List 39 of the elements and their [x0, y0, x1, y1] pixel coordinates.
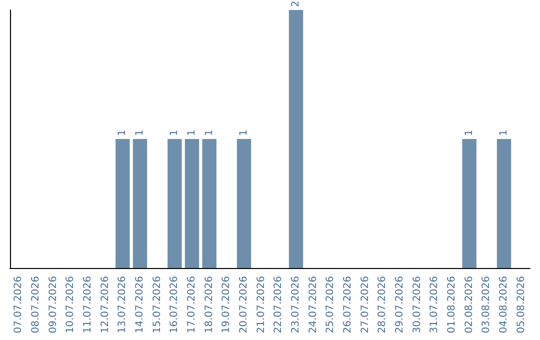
- x-tick-label: 11.07.2026: [82, 276, 94, 334]
- x-tick-label: 21.07.2026: [256, 276, 267, 334]
- x-tick-label: 03.08.2026: [481, 276, 492, 334]
- data-label: 1: [169, 130, 180, 136]
- x-tick-label: 31.07.2026: [429, 276, 440, 334]
- x-tick-label: 12.07.2026: [100, 276, 111, 334]
- x-tick-label: 30.07.2026: [412, 276, 423, 334]
- x-tick-label: 16.07.2026: [169, 276, 180, 334]
- x-tick-label: 04.08.2026: [498, 276, 510, 334]
- x-tick-label: 02.08.2026: [464, 276, 475, 334]
- x-tick-label: 18.07.2026: [204, 276, 215, 334]
- data-label: 1: [498, 130, 510, 136]
- data-label: 1: [204, 130, 215, 136]
- x-tick-label: 29.07.2026: [394, 276, 406, 334]
- x-tick-label: 13.07.2026: [117, 276, 128, 334]
- x-tick-label: 27.07.2026: [360, 276, 371, 334]
- data-label: 1: [238, 130, 250, 136]
- x-tick-label: 19.07.2026: [221, 276, 232, 334]
- data-label: 1: [464, 130, 475, 136]
- x-tick-label: 20.07.2026: [238, 276, 250, 334]
- x-tick-label: 10.07.2026: [65, 276, 76, 334]
- x-tick-label: 25.07.2026: [325, 276, 336, 334]
- x-tick-label: 08.07.2026: [30, 276, 42, 334]
- x-tick-label: 09.07.2026: [48, 276, 59, 334]
- x-tick-label: 14.07.2026: [134, 276, 146, 334]
- x-tick-label: 23.07.2026: [290, 276, 302, 334]
- data-label: 1: [134, 130, 146, 136]
- data-label: 1: [117, 130, 128, 136]
- data-label: 2: [290, 0, 302, 7]
- data-label: 1: [186, 130, 198, 136]
- x-tick-label: 28.07.2026: [377, 276, 388, 334]
- x-tick-label: 22.07.2026: [273, 276, 284, 334]
- x-tick-label: 07.07.2026: [13, 276, 24, 334]
- x-tick-label: 17.07.2026: [186, 276, 198, 334]
- x-tick-label: 24.07.2026: [308, 276, 319, 334]
- x-tick-label: 01.08.2026: [446, 276, 458, 334]
- x-tick-label: 15.07.2026: [152, 276, 163, 334]
- x-tick-label: 05.08.2026: [516, 276, 527, 334]
- x-tick-label: 26.07.2026: [342, 276, 354, 334]
